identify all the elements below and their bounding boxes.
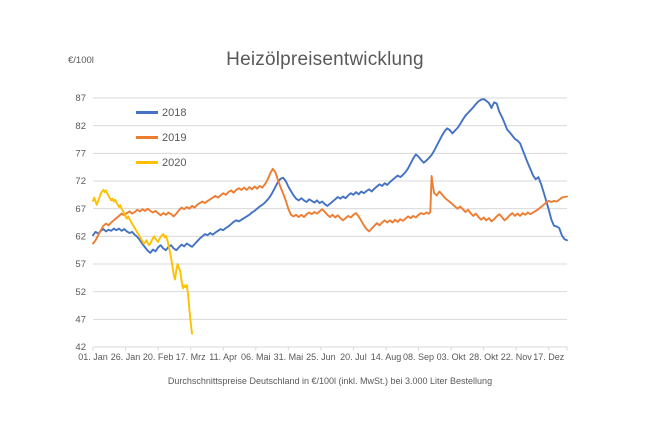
- x-axis-label-1: 26. Jan: [111, 352, 141, 362]
- legend-item-2020: 2020: [136, 150, 186, 175]
- legend-label-2018: 2018: [162, 106, 187, 119]
- x-axis-label-3: 17. Mrz: [176, 352, 207, 362]
- y-axis-label-67: 67: [75, 204, 86, 215]
- footer-caption: Durchschnittspreise Deutschland in €/100…: [167, 376, 493, 386]
- legend: 2018 2019 2020: [136, 100, 186, 175]
- x-axis-label-8: 20. Jul: [340, 352, 367, 362]
- series-line-2020: [92, 188, 193, 335]
- legend-item-2019: 2019: [136, 125, 186, 150]
- y-axis-label-82: 82: [75, 121, 86, 132]
- legend-label-2020: 2020: [162, 156, 187, 169]
- legend-line-swatch-2019: [136, 136, 158, 139]
- x-axis-label-11: 03. Okt: [437, 352, 467, 362]
- series-line-2019: [92, 167, 568, 245]
- x-axis-label-14: 17. Dez: [533, 352, 565, 362]
- legend-label-2019: 2019: [162, 131, 187, 144]
- y-axis-label-42: 42: [75, 342, 86, 353]
- y-axis-label-52: 52: [75, 287, 86, 298]
- y-axis-label-62: 62: [75, 232, 86, 243]
- chart-title: Heizölpreisentwicklung: [226, 49, 424, 70]
- x-axis-label-13: 22. Nov: [501, 352, 533, 362]
- series-line-2018: [92, 98, 568, 254]
- x-axis-label-4: 11. Apr: [209, 352, 237, 362]
- x-axis-label-0: 01. Jan: [78, 352, 108, 362]
- y-axis-unit-label: €/100l: [68, 55, 94, 66]
- y-axis-label-47: 47: [75, 315, 86, 326]
- x-axis-label-10: 08. Sep: [403, 352, 434, 362]
- x-axis-label-9: 14. Aug: [371, 352, 402, 362]
- x-axis-label-7: 25. Jun: [306, 352, 336, 362]
- legend-line-swatch-2018: [136, 111, 158, 114]
- y-axis-label-87: 87: [75, 93, 86, 104]
- y-axis-label-77: 77: [75, 149, 86, 160]
- x-axis-label-2: 20. Feb: [143, 352, 174, 362]
- legend-item-2018: 2018: [136, 100, 186, 125]
- x-axis-label-5: 06. Mai: [241, 352, 271, 362]
- y-axis-label-72: 72: [75, 176, 86, 187]
- legend-line-swatch-2020: [136, 161, 158, 164]
- x-axis-label-6: 31. Mai: [274, 352, 304, 362]
- y-axis-label-57: 57: [75, 259, 86, 270]
- x-axis-label-12: 28. Okt: [469, 352, 499, 362]
